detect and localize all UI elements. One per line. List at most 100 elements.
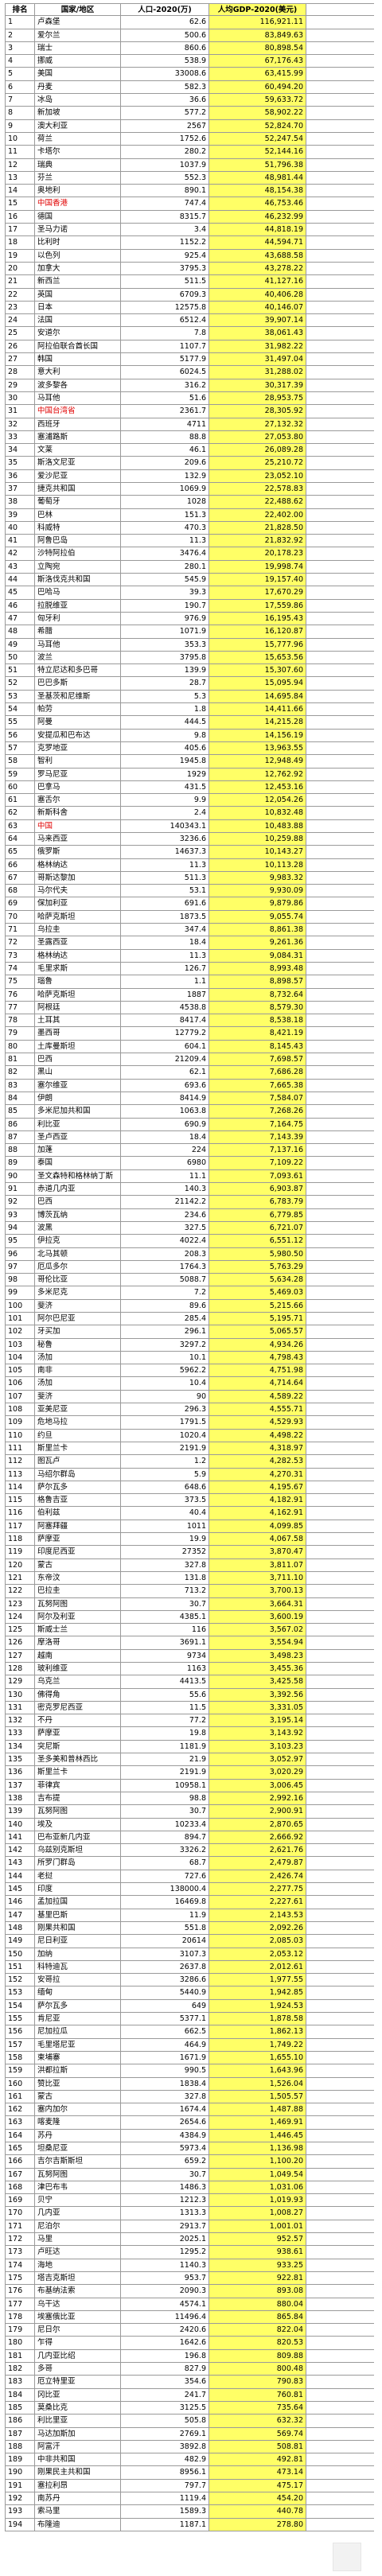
gdp-cell: 51,796.38	[209, 158, 306, 171]
country-cell: 中非共和国	[35, 2453, 121, 2466]
gdp-cell: 735.64	[209, 2401, 306, 2415]
rank-cell: 74	[5, 962, 35, 975]
country-cell: 斯里兰卡	[35, 1766, 121, 1779]
rank-cell: 8	[5, 107, 35, 119]
rank-cell: 36	[5, 469, 35, 482]
rank-cell: 104	[5, 1351, 35, 1364]
rank-cell: 149	[5, 1935, 35, 1948]
country-cell: 洪都拉斯	[35, 2064, 121, 2077]
population-cell: 11.5	[121, 1701, 209, 1714]
population-cell: 470.3	[121, 521, 209, 535]
gdp-cell: 1,031.06	[209, 2181, 306, 2194]
population-cell: 797.7	[121, 2479, 209, 2492]
table-row: 21 新西兰 511.5 41,127.16	[5, 275, 374, 289]
table-row: 64 马来西亚 3236.6 10,259.88	[5, 833, 374, 846]
country-cell: 布隆迪	[35, 2518, 121, 2531]
table-row: 13 芬兰 552.3 48,981.44	[5, 171, 374, 185]
table-row: 36 爱沙尼亚 132.9 23,052.10	[5, 469, 374, 483]
table-row: 160 赞比亚 1838.4 1,526.04	[5, 2077, 374, 2091]
country-cell: 佛得角	[35, 1688, 121, 1701]
population-cell: 1152.2	[121, 236, 209, 249]
table-row: 166 吉尔吉斯斯坦 659.2 1,100.20	[5, 2155, 374, 2169]
table-row: 149 尼日利亚 20614 2,085.03	[5, 1935, 374, 1948]
country-cell: 印度	[35, 1883, 121, 1896]
population-cell: 116	[121, 1624, 209, 1636]
population-cell: 1873.5	[121, 910, 209, 924]
table-row: 71 乌拉圭 347.4 8,861.38	[5, 924, 374, 937]
gdp-cell: 16,120.87	[209, 625, 306, 638]
rank-cell: 128	[5, 1663, 35, 1675]
rank-cell: 110	[5, 1429, 35, 1442]
country-cell: 布基纳法索	[35, 2285, 121, 2298]
population-cell: 2191.9	[121, 1766, 209, 1779]
table-row: 136 斯里兰卡 2191.9 3,020.29	[5, 1766, 374, 1780]
country-cell: 不丹	[35, 1714, 121, 1727]
country-cell: 莫桑比克	[35, 2401, 121, 2415]
table-row: 30 马耳他 51.6 28,953.75	[5, 391, 374, 406]
population-cell: 90	[121, 1390, 209, 1403]
gdp-cell: 58,902.22	[209, 107, 306, 119]
gdp-cell: 14,156.19	[209, 729, 306, 741]
population-cell: 511.3	[121, 871, 209, 885]
rank-cell: 191	[5, 2479, 35, 2492]
population-cell: 1589.3	[121, 2505, 209, 2518]
rank-cell: 184	[5, 2388, 35, 2401]
table-row: 85 多米尼加共和国 1063.8 7,268.26	[5, 1105, 374, 1119]
rank-cell: 193	[5, 2505, 35, 2518]
table-row: 158 柬埔寨 1671.9 1,655.10	[5, 2051, 374, 2065]
table-row: 111 斯里兰卡 2191.9 4,318.97	[5, 1442, 374, 1456]
table-row: 126 摩洛哥 3691.1 3,554.94	[5, 1636, 374, 1650]
gdp-cell: 46,232.99	[209, 210, 306, 224]
gdp-cell: 4,182.91	[209, 1494, 306, 1507]
population-cell: 138000.4	[121, 1883, 209, 1896]
rank-cell: 155	[5, 2013, 35, 2025]
rank-cell: 120	[5, 1558, 35, 1571]
table-row: 134 突尼斯 1181.9 3,103.23	[5, 1740, 374, 1754]
rank-cell: 152	[5, 1974, 35, 1986]
table-row: 105 南非 5962.2 4,751.98	[5, 1364, 374, 1378]
country-cell: 卢旺达	[35, 2246, 121, 2259]
table-row: 184 冈比亚 241.7 760.81	[5, 2388, 374, 2402]
population-cell: 1069.9	[121, 482, 209, 496]
table-row: 189 中非共和国 482.9 492.81	[5, 2453, 374, 2467]
country-cell: 塞尔维亚	[35, 1079, 121, 1091]
table-row: 152 安哥拉 3286.6 1,977.55	[5, 1974, 374, 1987]
table-row: 77 阿根廷 4538.8 8,579.30	[5, 1001, 374, 1015]
gdp-cell: 7,093.61	[209, 1169, 306, 1183]
table-row: 127 越南 9734 3,498.23	[5, 1649, 374, 1663]
gdp-cell: 23,052.10	[209, 469, 306, 482]
country-cell: 塞舌尔	[35, 794, 121, 807]
table-row: 1 卢森堡 62.6 116,921.11	[5, 16, 374, 29]
country-cell: 意大利	[35, 366, 121, 379]
table-row: 4 挪威 538.9 67,176.43	[5, 55, 374, 68]
rank-cell: 77	[5, 1001, 35, 1014]
population-cell: 190.7	[121, 599, 209, 612]
gdp-cell: 39,907.14	[209, 314, 306, 327]
rank-cell: 166	[5, 2155, 35, 2168]
population-cell: 1295.2	[121, 2246, 209, 2259]
table-row: 76 哈萨克斯坦 1887 8,732.64	[5, 988, 374, 1002]
gdp-cell: 5,634.28	[209, 1274, 306, 1286]
gdp-cell: 15,307.60	[209, 664, 306, 677]
gdp-cell: 1,878.58	[209, 2013, 306, 2025]
country-cell: 日本	[35, 301, 121, 314]
country-cell: 玻利维亚	[35, 1663, 121, 1675]
gdp-cell: 22,578.83	[209, 482, 306, 496]
table-row: 74 毛里求斯 126.7 8,993.48	[5, 962, 374, 976]
gdp-cell: 3,195.14	[209, 1714, 306, 1727]
rank-cell: 103	[5, 1338, 35, 1351]
table-row: 86 利比亚 690.9 7,164.75	[5, 1118, 374, 1131]
country-cell: 帕劳	[35, 703, 121, 716]
table-row: 57 克罗地亚 405.6 13,963.55	[5, 741, 374, 756]
population-cell: 1187.1	[121, 2518, 209, 2531]
gdp-cell: 922.81	[209, 2271, 306, 2285]
table-row: 98 哥伦比亚 5088.7 5,634.28	[5, 1274, 374, 1287]
country-cell: 刚果共和国	[35, 1921, 121, 1935]
table-row: 42 沙特阿拉伯 3476.4 20,178.23	[5, 547, 374, 561]
country-cell: 马耳他	[35, 638, 121, 651]
gdp-cell: 12,453.16	[209, 780, 306, 794]
gdp-cell: 492.81	[209, 2453, 306, 2466]
population-cell: 3795.3	[121, 262, 209, 275]
gdp-cell: 26,089.28	[209, 444, 306, 457]
country-cell: 西班牙	[35, 418, 121, 430]
